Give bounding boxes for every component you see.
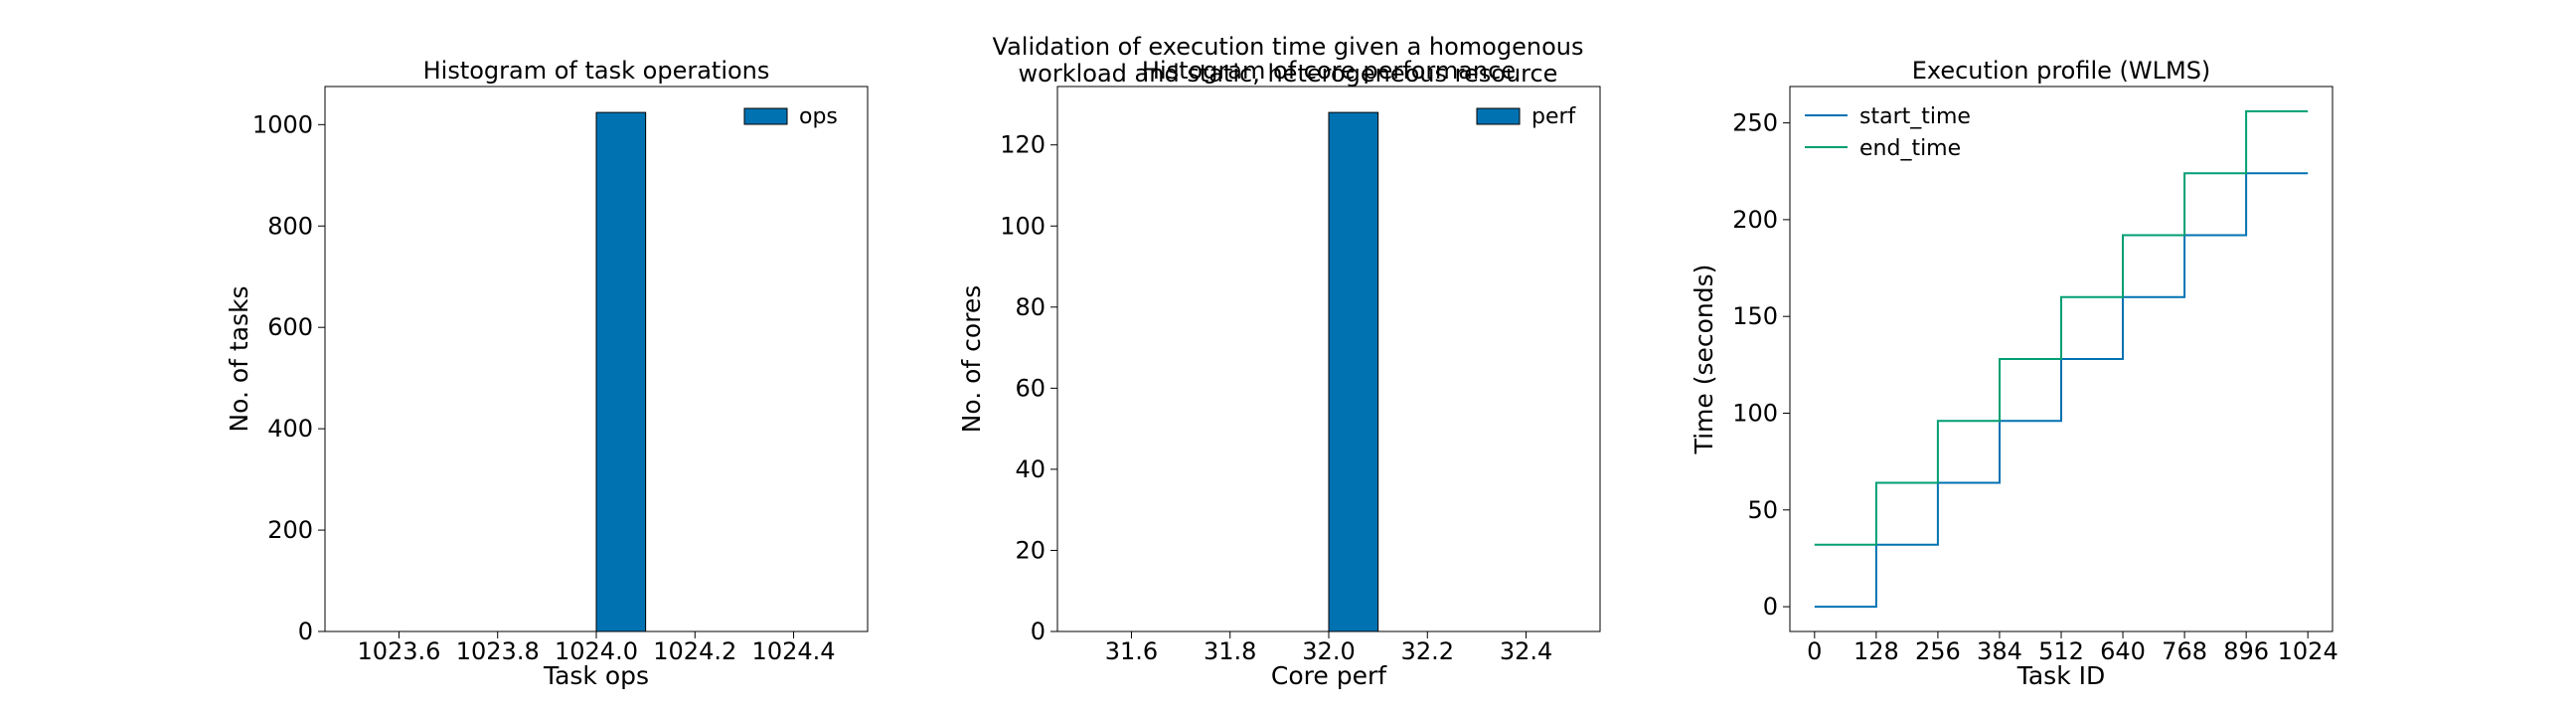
- x-tick-label: 256: [1915, 637, 1961, 665]
- legend-label: end_time: [1859, 136, 1961, 161]
- y-tick-label: 120: [1000, 131, 1046, 159]
- y-tick-label: 250: [1732, 109, 1778, 137]
- histogram-bar: [1328, 111, 1379, 632]
- x-axis-label: Task ID: [2016, 661, 2106, 690]
- y-axis-label: No. of cores: [957, 285, 986, 434]
- y-tick-label: 60: [1015, 374, 1046, 402]
- y-tick-label: 50: [1747, 496, 1778, 524]
- y-tick-label: 600: [267, 313, 313, 341]
- x-tick-label: 0: [1807, 637, 1822, 665]
- execution-profile-panel: 0 128 256 384 512 640 768 896 1024 0 50 100 150 200 25…: [1690, 57, 2338, 690]
- x-tick-label: 1023.8: [456, 637, 540, 665]
- x-tick-label: 32.2: [1401, 637, 1454, 665]
- figure-suptitle-line-2: workload and static, heterogeneous resou…: [1019, 60, 1558, 88]
- histogram-task-ops-panel: 1023.6 1023.8 1024.0 1024.2 1024.4 0 200 400 600…: [225, 57, 869, 690]
- y-tick-label: 20: [1015, 536, 1046, 564]
- x-tick-label: 1024.4: [752, 637, 836, 665]
- legend-label: perf: [1531, 104, 1577, 129]
- x-tick-label: 1024.2: [653, 637, 736, 665]
- x-tick-label: 640: [2100, 637, 2146, 665]
- x-tick-label: 31.8: [1204, 637, 1256, 665]
- x-axis-label: Task ops: [543, 661, 649, 690]
- y-tick-label: 0: [1763, 593, 1778, 621]
- panel-title: Execution profile (WLMS): [1912, 57, 2211, 85]
- x-tick-label: 768: [2162, 637, 2207, 665]
- y-tick-label: 80: [1015, 293, 1046, 321]
- y-tick-label: 0: [1031, 618, 1046, 645]
- x-tick-label: 31.6: [1105, 637, 1158, 665]
- y-tick-label: 100: [1000, 212, 1046, 240]
- x-axis-label: Core perf: [1271, 661, 1387, 690]
- histogram-bar: [595, 111, 647, 632]
- x-tick-label: 128: [1853, 637, 1899, 665]
- figure-suptitle-line-1: Validation of execution time given a hom…: [993, 33, 1584, 61]
- x-tick-label: 32.0: [1302, 637, 1355, 665]
- panel-title: Histogram of core performance: [1142, 57, 1516, 85]
- legend-label: ops: [799, 104, 838, 129]
- y-tick-label: 200: [1732, 206, 1778, 234]
- y-tick-label: 200: [267, 516, 313, 544]
- series-line-end-time: [1814, 109, 2309, 546]
- x-tick-label: 384: [1977, 637, 2022, 665]
- panel-title: Histogram of task operations: [423, 57, 770, 85]
- legend-swatch: [743, 107, 788, 125]
- y-axis-label: No. of tasks: [225, 285, 253, 432]
- y-tick-label: 400: [267, 415, 313, 443]
- y-tick-label: 40: [1015, 455, 1046, 483]
- x-tick-label: 1024: [2278, 637, 2338, 665]
- legend-label: start_time: [1859, 104, 1971, 129]
- histogram-core-perf-panel: 31.6 31.8 32.0 32.2 32.4020406080100120perf …: [957, 57, 1601, 690]
- series-line-start-time: [1814, 172, 2309, 609]
- x-tick-label: 512: [2038, 637, 2084, 665]
- y-tick-label: 100: [1732, 399, 1778, 427]
- y-axis-label: Time (seconds): [1690, 265, 1718, 455]
- x-tick-label: 1023.6: [357, 637, 440, 665]
- x-tick-label: 896: [2223, 637, 2269, 665]
- legend-swatch: [1476, 107, 1521, 125]
- y-tick-label: 0: [298, 618, 313, 645]
- y-tick-label: 1000: [252, 110, 313, 138]
- x-tick-label: 1024.0: [555, 637, 638, 665]
- x-tick-label: 32.4: [1500, 637, 1552, 665]
- y-tick-label: 800: [267, 212, 313, 240]
- y-tick-label: 150: [1732, 302, 1778, 330]
